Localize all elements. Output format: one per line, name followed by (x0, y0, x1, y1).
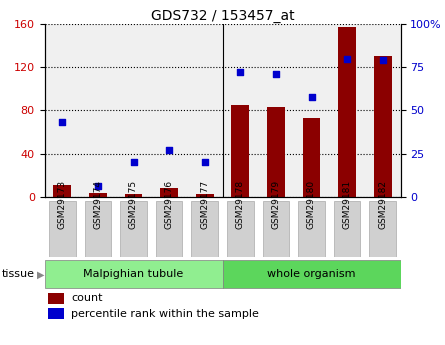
Point (59, 120, 66, 125)
Text: GDS732 / 153457_at: GDS732 / 153457_at (151, 9, 294, 23)
Point (344, 56, 351, 61)
FancyBboxPatch shape (156, 201, 182, 257)
Bar (338, 27, 356, 197)
Text: Malpighian tubule: Malpighian tubule (83, 269, 184, 279)
FancyBboxPatch shape (334, 201, 360, 257)
Text: GSM29179: GSM29179 (271, 180, 280, 229)
Point (272, 71, 279, 77)
FancyBboxPatch shape (85, 201, 111, 257)
Point (201, 159, 208, 165)
FancyBboxPatch shape (369, 201, 396, 257)
Bar (89, 194, 107, 197)
FancyBboxPatch shape (191, 201, 218, 257)
Bar (125, 195, 142, 197)
Text: GSM29181: GSM29181 (343, 180, 352, 229)
Point (237, 70, 244, 75)
Point (379, 58, 386, 63)
FancyBboxPatch shape (298, 201, 325, 257)
Text: GSM29180: GSM29180 (307, 180, 316, 229)
Point (130, 159, 137, 165)
Point (166, 147, 173, 153)
Text: GSM29174: GSM29174 (93, 180, 102, 229)
Bar (231, 105, 249, 197)
Bar (196, 195, 214, 197)
FancyBboxPatch shape (49, 201, 76, 257)
FancyBboxPatch shape (120, 201, 147, 257)
Text: GSM29182: GSM29182 (378, 180, 387, 229)
Text: GSM29176: GSM29176 (165, 180, 174, 229)
Text: GSM29178: GSM29178 (236, 180, 245, 229)
Point (308, 94, 315, 99)
Text: tissue: tissue (2, 269, 35, 279)
FancyBboxPatch shape (44, 260, 222, 288)
Bar (303, 118, 320, 197)
Text: GSM29177: GSM29177 (200, 180, 209, 229)
FancyBboxPatch shape (227, 201, 254, 257)
Bar (48, 308, 64, 319)
Bar (160, 188, 178, 197)
Text: GSM29173: GSM29173 (58, 180, 67, 229)
Text: percentile rank within the sample: percentile rank within the sample (71, 309, 259, 319)
FancyBboxPatch shape (263, 201, 289, 257)
Text: ▶: ▶ (37, 269, 44, 279)
Bar (48, 293, 64, 304)
Point (94, 184, 101, 189)
Bar (53, 185, 71, 197)
Bar (374, 57, 392, 197)
Text: whole organism: whole organism (267, 269, 356, 279)
Text: GSM29175: GSM29175 (129, 180, 138, 229)
FancyBboxPatch shape (222, 260, 400, 288)
Bar (267, 107, 285, 197)
Text: count: count (71, 294, 103, 304)
